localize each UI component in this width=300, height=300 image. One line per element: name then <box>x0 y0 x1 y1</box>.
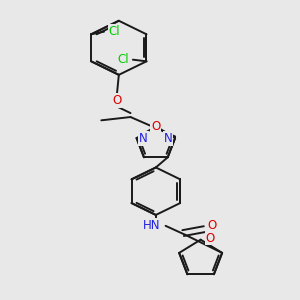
Text: HN: HN <box>143 219 161 232</box>
Text: N: N <box>164 132 172 145</box>
Text: O: O <box>151 120 160 133</box>
Text: Cl: Cl <box>117 53 129 66</box>
Text: N: N <box>139 132 148 145</box>
Text: O: O <box>208 219 217 232</box>
Text: O: O <box>206 232 215 244</box>
Text: O: O <box>112 94 122 107</box>
Text: Cl: Cl <box>109 25 120 38</box>
